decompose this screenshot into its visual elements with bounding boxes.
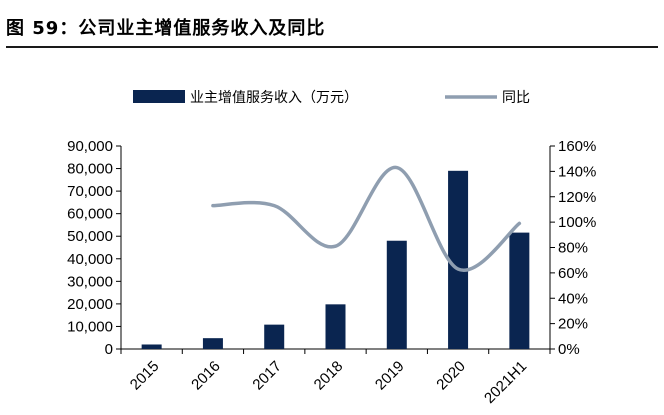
y-right-tick-label: 80% [558, 240, 588, 257]
bar-2016 [202, 338, 223, 349]
y-left-tick-label: 0 [105, 341, 113, 358]
figure-title: 图 59：公司业主增值服务收入及同比 [6, 18, 326, 39]
bar-2015 [141, 344, 162, 349]
bar-series [141, 170, 530, 349]
y-right-tick-label: 20% [558, 316, 588, 333]
yoy-line [211, 165, 522, 272]
y-right-tick-label: 40% [558, 290, 588, 307]
y-left-tick-label: 30,000 [67, 273, 113, 290]
bar-2020 [448, 170, 469, 349]
x-tick-label: 2019 [372, 358, 408, 394]
y-right-tick-label: 100% [558, 214, 596, 231]
y-left-tick-label: 50,000 [67, 228, 113, 245]
y-left-tick-label: 40,000 [67, 251, 113, 268]
y-left-tick-label: 90,000 [67, 138, 113, 155]
y-left-tick-label: 60,000 [67, 206, 113, 223]
title-rule [6, 46, 658, 48]
y-left-tick-label: 80,000 [67, 161, 113, 178]
y-right-tick-label: 120% [558, 189, 596, 206]
legend-label-bar: 业主增值服务收入（万元） [190, 90, 358, 106]
y-right-tick-label: 60% [558, 265, 588, 282]
bar-2019 [386, 240, 407, 349]
bar-2021H1 [509, 232, 530, 349]
x-axis-ticks: 2015 2016 2017 2018 2019 2020 2021H1 [127, 358, 530, 407]
y-left-tick-label: 10,000 [67, 318, 113, 335]
line-series [211, 165, 522, 272]
legend: 业主增值服务收入（万元） 同比 [133, 90, 530, 106]
bar-2018 [325, 304, 346, 349]
legend-label-line: 同比 [502, 90, 530, 106]
y-left-tick-label: 70,000 [67, 183, 113, 200]
legend-swatch-bar [133, 90, 185, 103]
y-left-tick-label: 20,000 [67, 296, 113, 313]
x-tick-label: 2017 [249, 358, 285, 394]
x-tick-label: 2021H1 [481, 358, 530, 407]
y-right-tick-label: 0% [558, 341, 580, 358]
bar-2017 [264, 324, 285, 349]
axes: 0 10,000 20,000 30,000 40,000 50,000 60,000 70,… [67, 138, 596, 358]
x-tick-label: 2015 [127, 358, 163, 394]
x-tick-label: 2016 [188, 358, 224, 394]
x-tick-label: 2018 [311, 358, 347, 394]
y-right-tick-label: 140% [558, 163, 596, 180]
y-right-tick-label: 160% [558, 138, 596, 155]
x-tick-label: 2020 [433, 358, 469, 394]
